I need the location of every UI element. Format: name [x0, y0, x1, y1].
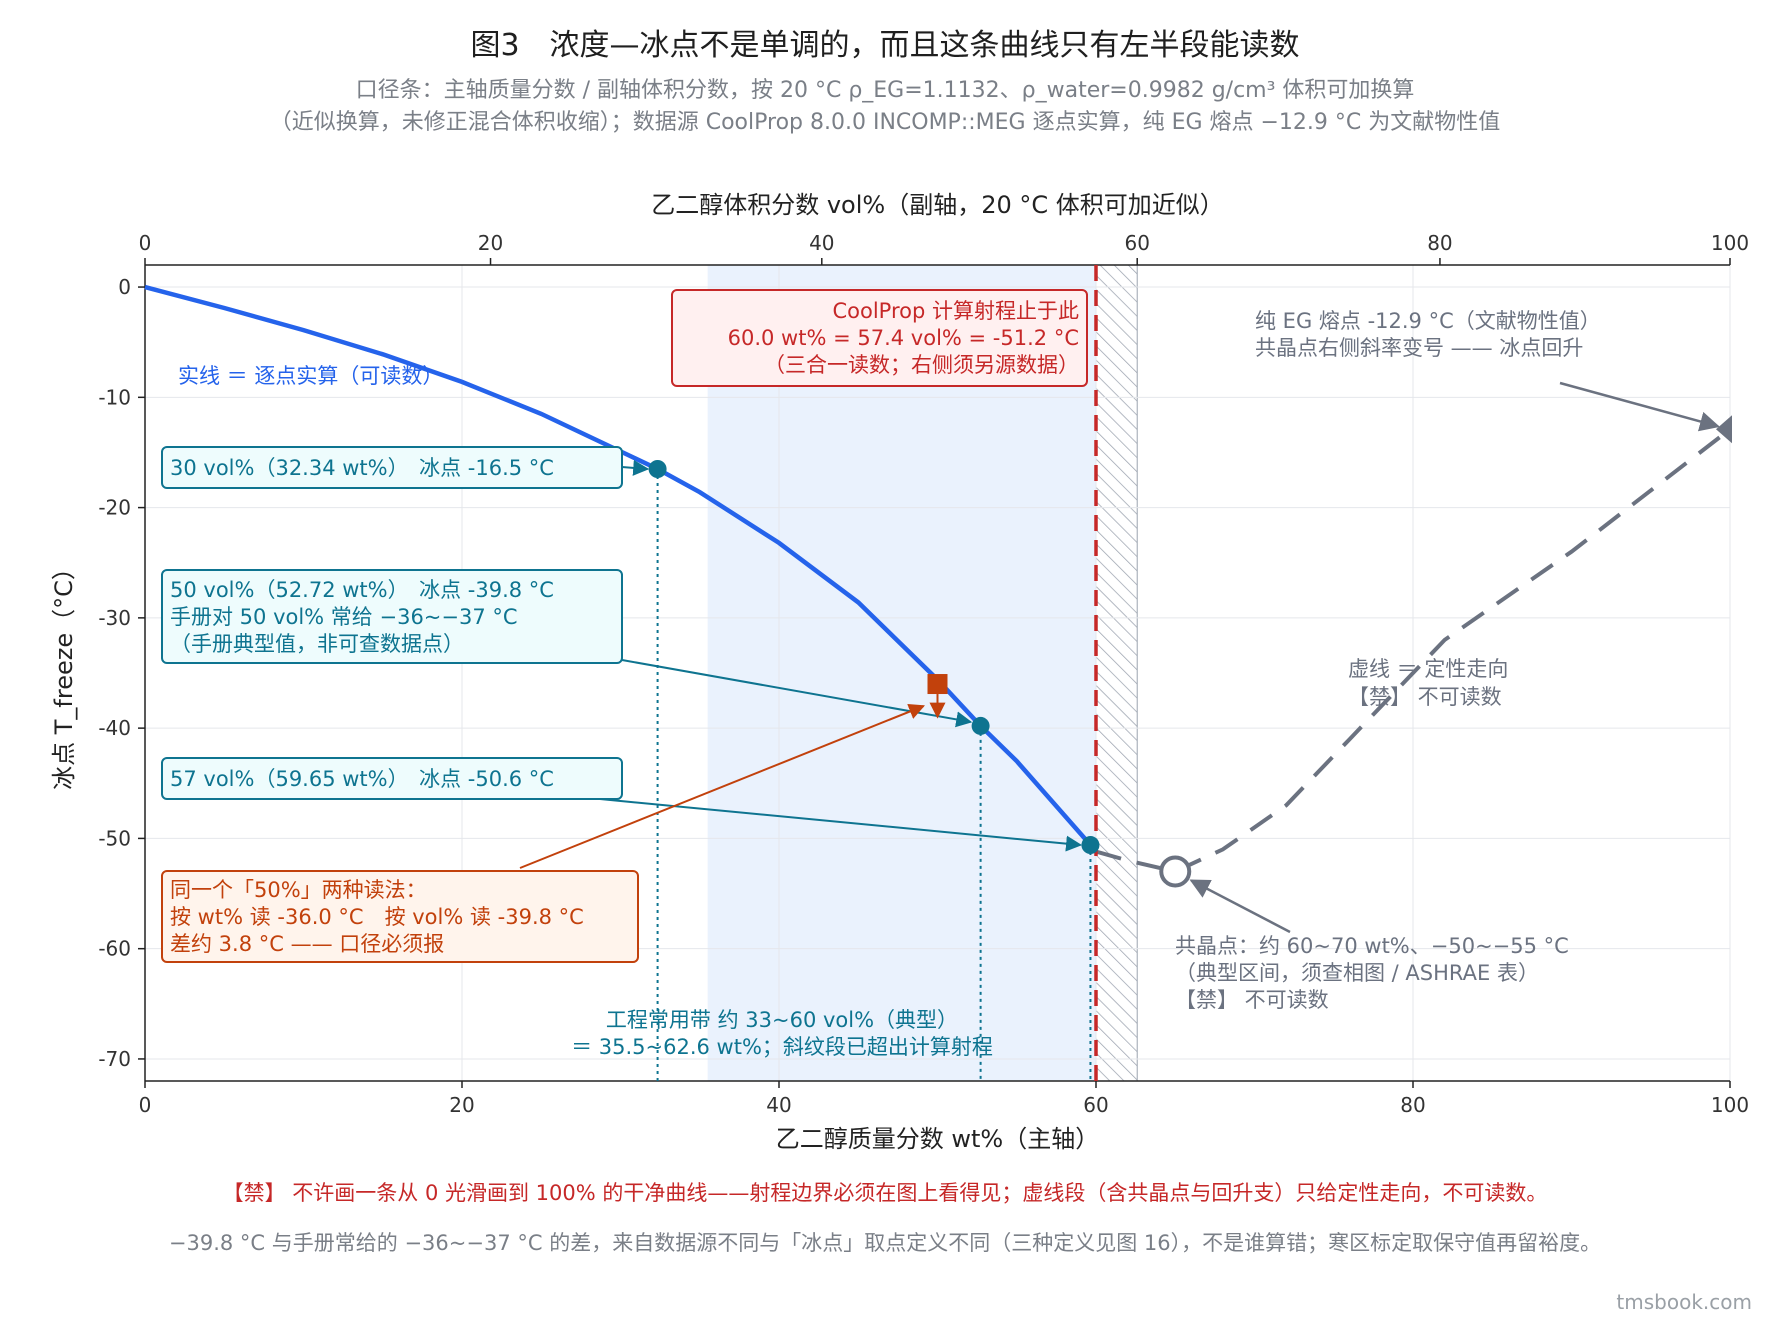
x-tick-label: 80	[1400, 1093, 1425, 1117]
eutectic-text-2: （典型区间，须查相图 / ASHRAE 表）	[1175, 961, 1539, 985]
y-tick-label: 0	[118, 275, 131, 299]
series-solid-line	[144, 284, 1098, 854]
axes-layer: 0 20 40 60 80 100 0 20 40 60 80 100 0 -10 -20 -30 -40 -50…	[50, 191, 1749, 1153]
subtitle-line-2: （近似换算，未修正混合体积收缩）；数据源 CoolProp 8.0.0 INCO…	[269, 110, 1501, 135]
x-tick-label: 40	[766, 1093, 791, 1117]
eutectic-open-circle	[1159, 855, 1192, 888]
box-dual-reading-text-1: 同一个「50%」两种读法：	[170, 878, 427, 902]
x2-tick-label: 100	[1711, 231, 1749, 255]
series-dashed-line	[1095, 427, 1732, 874]
engineering-band-layer	[707, 264, 1138, 1082]
arrow-eutectic	[1189, 879, 1291, 934]
x2-tick-label: 0	[139, 231, 152, 255]
x2-tick-label: 40	[809, 231, 834, 255]
arrow-pure-eg	[1559, 381, 1720, 432]
box-computation-limit	[671, 289, 1088, 387]
engineering-band	[707, 265, 1096, 1081]
eutectic-text-3: 【禁】 不可读数	[1175, 988, 1329, 1012]
readout-point	[648, 460, 667, 478]
dashed-line-label-2: 【禁】 不可读数	[1348, 685, 1502, 709]
box-50vol	[161, 569, 623, 664]
box-50vol-text-1: 50 vol%（52.72 wt%） 冰点 -39.8 °C	[170, 578, 554, 602]
explanation-note: −39.8 °C 与手册常给的 −36~−37 °C 的差，来自数据源不同与「冰…	[168, 1231, 1602, 1255]
y-tick-label: -10	[98, 385, 131, 409]
pure-eg-text-2: 共晶点右侧斜率变号 —— 冰点回升	[1255, 336, 1583, 360]
site-credit: tmsbook.com	[1616, 1290, 1752, 1314]
x2-tick-label: 80	[1427, 231, 1452, 255]
box-30vol-text: 30 vol%（32.34 wt%） 冰点 -16.5 °C	[170, 456, 554, 480]
figure-title: 图3 浓度—冰点不是单调的，而且这条曲线只有左半段能读数	[470, 28, 1300, 63]
arrow-30vol	[621, 459, 650, 476]
box-57vol-text: 57 vol%（59.65 wt%） 冰点 -50.6 °C	[170, 767, 554, 791]
box-computation-limit-text-2: 60.0 wt% = 57.4 vol% = -51.2 °C	[728, 326, 1079, 350]
solid-line-label: 实线 ＝ 逐点实算（可读数）	[178, 364, 443, 388]
x2-axis-label: 乙二醇体积分数 vol%（副轴，20 °C 体积可加近似）	[651, 191, 1224, 219]
x2-tick-label: 60	[1124, 231, 1149, 255]
x-tick-label: 60	[1083, 1093, 1108, 1117]
wt-reading-square	[927, 674, 948, 695]
x-tick-label: 20	[449, 1093, 474, 1117]
box-computation-limit-text-1: CoolProp 计算射程止于此	[832, 299, 1079, 323]
readout-point	[971, 716, 990, 735]
box-50vol-text-2: 手册对 50 vol% 常给 −36~−37 °C	[170, 605, 518, 629]
y-tick-label: -20	[98, 496, 131, 520]
box-50vol-text-3: （手册典型值，非可查数据点）	[170, 632, 464, 656]
y-axis-label: 冰点 T_freeze（°C）	[50, 556, 78, 790]
out-of-range-hatch	[1095, 264, 1138, 1082]
y-tick-label: -50	[98, 826, 131, 850]
series-layer	[144, 265, 1732, 1081]
dashed-line-label-1: 虚线 ＝ 定性走向	[1348, 657, 1508, 681]
box-computation-limit-text-3: （三合一读数；右侧须另源数据）	[764, 353, 1079, 377]
x-axis-label: 乙二醇质量分数 wt%（主轴）	[776, 1125, 1099, 1153]
pure-eg-marker	[1716, 415, 1732, 444]
y-tick-label: -30	[98, 606, 131, 630]
pure-eg-text-1: 纯 EG 熔点 -12.9 °C（文献物性值）	[1255, 309, 1601, 333]
box-dual-reading-text-2: 按 wt% 读 -36.0 °C 按 vol% 读 -39.8 °C	[170, 905, 584, 929]
arrow-dual-reading	[519, 703, 925, 869]
arrow-57vol	[599, 798, 1083, 852]
box-dual-reading-text-3: 差约 3.8 °C —— 口径必须报	[170, 932, 444, 956]
subtitle-line-1: 口径条：主轴质量分数 / 副轴体积分数，按 20 °C ρ_EG=1.1132、…	[355, 78, 1415, 103]
y-tick-label: -60	[98, 937, 131, 961]
readout-point	[1081, 836, 1100, 855]
y-tick-label: -70	[98, 1047, 131, 1071]
band-label-2: ＝ 35.5~62.6 wt%；斜纹段已超出计算射程	[571, 1035, 993, 1059]
x-tick-label: 100	[1711, 1093, 1749, 1117]
annotation-layer: 实线 ＝ 逐点实算（可读数） 30 vol%（32.34 wt%） 冰点 -16.…	[161, 289, 1720, 1059]
eutectic-text-1: 共晶点：约 60~70 wt%、−50~−55 °C	[1175, 934, 1569, 958]
x-tick-label: 0	[139, 1093, 152, 1117]
y-tick-label: -40	[98, 716, 131, 740]
box-57vol	[161, 757, 623, 800]
points-layer	[648, 415, 1732, 888]
forbidden-note: 【禁】 不许画一条从 0 光滑画到 100% 的干净曲线——射程边界必须在图上看…	[222, 1181, 1548, 1205]
box-dual-reading	[161, 870, 639, 963]
band-label-1: 工程常用带 约 33~60 vol%（典型）	[606, 1008, 958, 1032]
x2-tick-label: 20	[478, 231, 503, 255]
